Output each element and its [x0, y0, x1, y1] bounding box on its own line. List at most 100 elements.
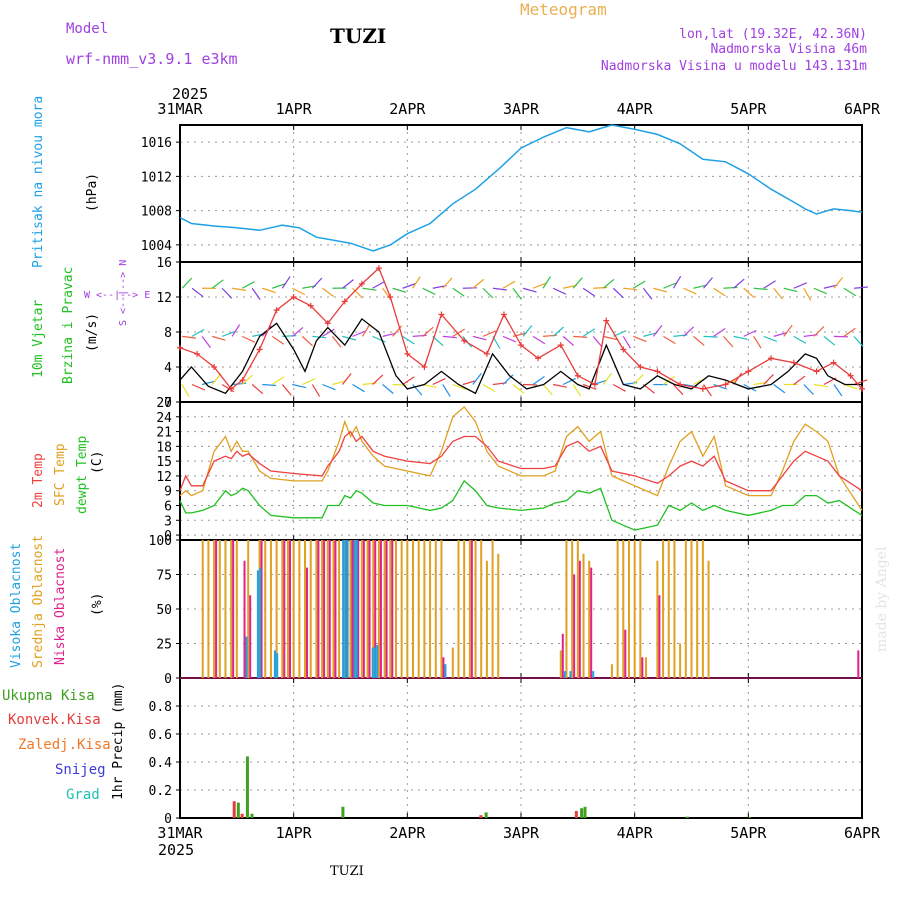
wind-arrow: [543, 276, 550, 288]
y-tick-label: 6: [164, 500, 172, 515]
wind-arrow: [653, 288, 667, 292]
precip-conv-bar: [241, 814, 244, 818]
model-name: wrf-nmm_v3.9.1 e3km: [66, 50, 238, 68]
wind-arrow: [734, 279, 745, 288]
y-tick-label: 27: [156, 396, 172, 411]
x-tick-label-bottom: 1APR: [276, 824, 313, 842]
wind-title-1: 10m Vjetar: [31, 300, 46, 378]
precip-legend-total: Ukupna Kisa: [2, 688, 95, 704]
y-tick-label: 1004: [141, 239, 172, 254]
y-tick-label: 0.4: [149, 756, 173, 771]
wind-arrow: [353, 385, 365, 392]
x-tick-label-top: 6APR: [844, 100, 881, 118]
wind-arrow: [764, 374, 774, 384]
wind-dir-sn: S <--|--> N: [118, 260, 129, 326]
wind-arrow: [613, 288, 623, 298]
precip-total-bar: [246, 756, 249, 818]
wind-arrow: [383, 385, 394, 394]
y-tick-label: 16: [156, 256, 172, 271]
y-tick-label: 4: [164, 361, 172, 376]
wind-arrow: [212, 280, 223, 288]
wind-arrow: [322, 385, 335, 390]
wind-arrow: [373, 375, 383, 385]
wind-arrow: [202, 336, 210, 347]
wind-arrow: [834, 336, 848, 337]
wind-arrow: [593, 288, 607, 289]
wind-arrow: [673, 276, 680, 288]
wind-arrow: [794, 376, 805, 384]
wind-speed-marker: [501, 312, 507, 318]
wind-arrow: [242, 282, 254, 289]
wind-speed-marker: [768, 355, 774, 361]
wind-arrow: [764, 336, 777, 341]
wind-arrow: [342, 374, 351, 385]
y-tick-label: 75: [156, 569, 172, 584]
cloud-title-2: Srednja Oblacnost: [31, 535, 46, 668]
x-tick-label-bottom: 2APR: [389, 824, 426, 842]
wind-arrow: [704, 278, 713, 289]
y-tick-label: 9: [164, 485, 172, 500]
y-tick-label: 0.6: [149, 728, 172, 743]
x-tick-label-top: 3APR: [503, 100, 540, 118]
wind-speed-marker: [814, 368, 820, 374]
wind-speed-marker: [484, 351, 490, 357]
temp-title-2: SFC Temp: [53, 443, 68, 506]
wind-speed-marker: [592, 382, 598, 388]
wind-arrow: [754, 336, 761, 348]
wind-arrow: [192, 329, 204, 336]
wind-arrow: [744, 288, 754, 297]
wind-arrow: [443, 278, 452, 288]
precip-total-bar: [748, 817, 751, 818]
wind-speed-marker: [257, 347, 263, 353]
wind-arrow: [342, 280, 353, 289]
wind-arrow: [503, 375, 513, 385]
wind-arrow: [573, 385, 581, 397]
wind-arrow: [272, 377, 284, 385]
wind-speed-marker: [791, 360, 797, 366]
wind-arrow: [623, 288, 637, 289]
x-tick-label-bottom: 4APR: [617, 824, 654, 842]
wind-arrow: [653, 325, 662, 336]
pressure-line: [180, 125, 862, 251]
model-elevation: Nadmorska Visina u modelu 143.131m: [601, 59, 867, 74]
wind-arrow: [363, 288, 377, 290]
wind-arrow: [262, 288, 275, 292]
y-tick-label: 12: [156, 470, 172, 485]
wind-arrow: [603, 279, 614, 288]
wind-arrow: [794, 336, 806, 343]
wind-arrow: [523, 288, 537, 292]
wind-speed-marker: [575, 373, 581, 379]
wind-arrow: [353, 288, 363, 298]
y-tick-label: 15: [156, 455, 172, 470]
wind-speed-marker: [723, 382, 729, 388]
meteogram-label: Meteogram: [520, 0, 607, 19]
wind-speed-marker: [603, 318, 609, 324]
wind-arrow: [262, 385, 276, 386]
wind-arrow: [834, 277, 843, 288]
y-tick-label: 18: [156, 440, 172, 455]
temp-2m-line: [180, 432, 862, 491]
year-bottom: 2025: [158, 841, 194, 859]
wind-arrow: [483, 288, 493, 298]
wind-arrow: [252, 288, 260, 299]
wind-arrow: [824, 336, 835, 345]
wind-unit: (m/s): [85, 313, 100, 352]
wind-arrow: [784, 288, 798, 291]
wind-title-2: Brzina i Pravac: [61, 267, 76, 384]
panel-frame: [180, 402, 862, 540]
wind-arrow: [443, 336, 457, 337]
wind-arrow: [714, 329, 726, 337]
x-tick-label-bottom: 6APR: [844, 824, 881, 842]
precip-conv-bar: [575, 811, 578, 818]
wind-arrow: [844, 288, 856, 295]
wind-arrow: [252, 385, 263, 394]
y-tick-label: 12: [156, 291, 172, 306]
x-tick-label-top: 1APR: [276, 100, 313, 118]
wind-arrow: [232, 288, 246, 290]
wind-arrow: [643, 288, 652, 299]
precip-total-bar: [686, 817, 689, 818]
wind-arrow: [473, 279, 484, 288]
wind-arrow: [272, 336, 284, 344]
y-tick-label: 21: [156, 426, 172, 441]
